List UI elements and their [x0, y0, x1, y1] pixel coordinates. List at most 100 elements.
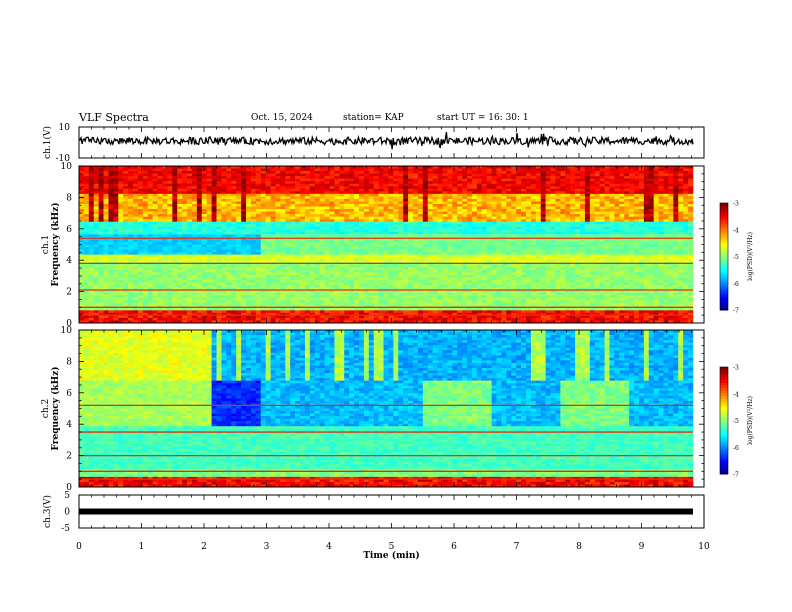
spectro-cell — [320, 174, 325, 177]
spectro-cell — [217, 272, 222, 275]
spectro-cell — [84, 222, 89, 225]
spectro-cell — [349, 191, 354, 194]
spectro-cell — [300, 191, 305, 194]
spectro-cell — [128, 204, 133, 207]
spectro-cell — [285, 300, 290, 303]
spectro-cell — [339, 219, 344, 222]
spectro-cell — [305, 219, 310, 222]
spectro-cell — [271, 255, 276, 258]
spectro-cell — [177, 232, 182, 235]
spectro-cell — [133, 186, 138, 189]
spectro-cell — [177, 282, 182, 285]
spectro-cell — [197, 169, 202, 172]
spectro-cell — [207, 222, 212, 225]
spectro-cell — [310, 272, 315, 275]
spectro-cell — [364, 232, 369, 235]
spectro-cell — [118, 179, 123, 182]
spectro-cell — [359, 250, 364, 253]
spectro-cell — [226, 222, 231, 225]
spectro-cell — [266, 275, 271, 278]
spectro-cell — [354, 199, 359, 202]
spectro-cell — [167, 204, 172, 207]
spectro-cell — [133, 300, 138, 303]
spectro-cell — [384, 270, 389, 273]
spectro-cell — [388, 181, 393, 184]
spectro-cell — [197, 186, 202, 189]
spectro-cell — [123, 242, 128, 245]
spectro-cell — [295, 186, 300, 189]
spectro-cell — [217, 207, 222, 210]
spectro-cell — [290, 275, 295, 278]
spectro-cell — [246, 272, 251, 275]
spectro-cell — [349, 300, 354, 303]
spectro-cell — [330, 275, 335, 278]
spectro-cell — [349, 204, 354, 207]
spectro-cell — [99, 184, 104, 187]
spectro-cell — [354, 282, 359, 285]
spectro-cell — [285, 255, 290, 258]
spectro-cell — [133, 169, 138, 172]
spectro-cell — [153, 239, 158, 242]
spectro-cell — [280, 275, 285, 278]
spectro-cell — [158, 265, 163, 268]
spectro-cell — [172, 196, 177, 199]
spectro-cell — [339, 222, 344, 225]
spectro-cell — [369, 303, 374, 306]
spectro-cell — [197, 224, 202, 227]
spectro-cell — [325, 222, 330, 225]
spectro-cell — [158, 181, 163, 184]
spectro-cell — [231, 265, 236, 268]
spectro-cell — [256, 255, 261, 258]
spectro-cell — [349, 186, 354, 189]
spectro-cell — [246, 310, 251, 313]
spectro-cell — [290, 232, 295, 235]
spectro-cell — [305, 282, 310, 285]
spectro-cell — [271, 277, 276, 280]
spectro-cell — [334, 308, 339, 311]
spectro-cell — [320, 176, 325, 179]
spectro-cell — [334, 191, 339, 194]
spectro-cell — [113, 212, 118, 215]
spectro-cell — [369, 194, 374, 197]
spectro-cell — [359, 176, 364, 179]
spectro-cell — [192, 245, 197, 248]
spectro-cell — [354, 181, 359, 184]
spectro-cell — [256, 247, 261, 250]
spectro-cell — [104, 277, 109, 280]
spectro-cell — [241, 267, 246, 270]
spectro-cell — [261, 219, 266, 222]
spectro-cell — [295, 310, 300, 313]
spectro-cell — [182, 219, 187, 222]
spectro-cell — [231, 295, 236, 298]
spectro-cell — [393, 219, 398, 222]
spectro-cell — [226, 285, 231, 288]
spectro-cell — [393, 191, 398, 194]
spectro-cell — [128, 310, 133, 313]
spectro-cell — [344, 191, 349, 194]
spectro-cell — [305, 179, 310, 182]
spectro-cell — [158, 252, 163, 255]
spectro-cell — [379, 232, 384, 235]
spectro-cell — [167, 280, 172, 283]
spectro-cell — [364, 245, 369, 248]
spectro-cell — [398, 255, 403, 258]
spectro-cell — [275, 272, 280, 275]
spectro-cell — [280, 181, 285, 184]
spectro-cell — [128, 171, 133, 174]
spectro-cell — [221, 257, 226, 260]
spectro-cell — [285, 298, 290, 301]
spectro-cell — [172, 186, 177, 189]
spectro-cell — [128, 229, 133, 232]
spectro-cell — [325, 189, 330, 192]
spectro-cell — [261, 293, 266, 296]
spectro-cell — [295, 181, 300, 184]
spectro-cell — [379, 184, 384, 187]
spectro-cell — [84, 265, 89, 268]
spectro-cell — [315, 308, 320, 311]
spectro-cell — [133, 310, 138, 313]
spectro-cell — [143, 232, 148, 235]
spectro-cell — [104, 303, 109, 306]
spectro-cell — [290, 293, 295, 296]
spectro-cell — [275, 209, 280, 212]
spectro-cell — [84, 181, 89, 184]
